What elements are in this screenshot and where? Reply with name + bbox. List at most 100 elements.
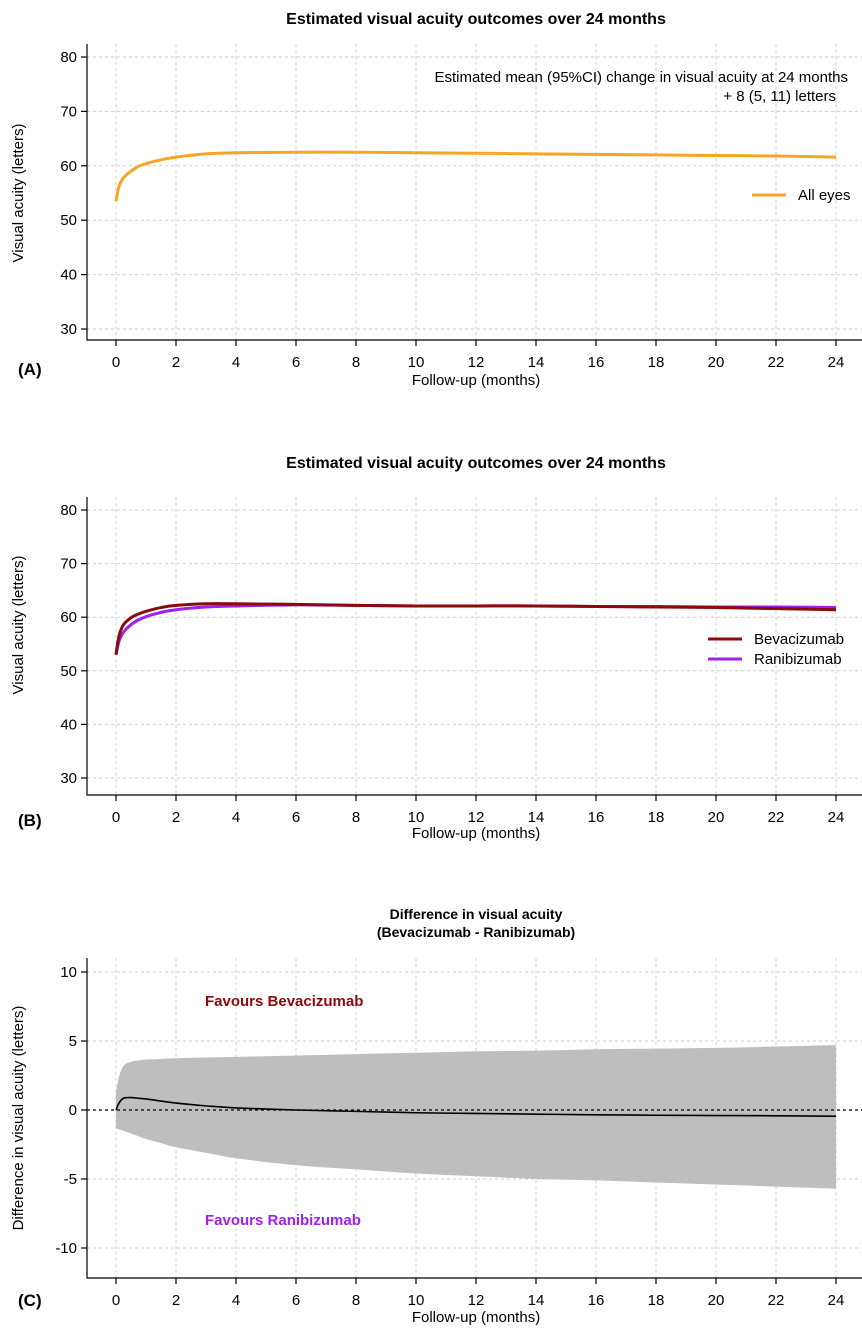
x-tick-label: 4 [232, 354, 240, 371]
x-tick-label: 8 [352, 1292, 360, 1309]
panel-b: Estimated visual acuity outcomes over 24… [10, 455, 862, 842]
panel-c-label: (C) [18, 1291, 42, 1310]
y-tick-label: 50 [60, 663, 77, 680]
panel-b-title: Estimated visual acuity outcomes over 24… [286, 455, 666, 472]
panel-a-title: Estimated visual acuity outcomes over 24… [286, 11, 666, 28]
x-tick-label: 20 [708, 809, 725, 826]
panel-c-title-line-1: Difference in visual acuity [390, 906, 563, 922]
x-tick-label: 2 [172, 809, 180, 826]
panel-b-grid [87, 497, 862, 795]
x-tick-label: 10 [408, 809, 425, 826]
x-tick-label: 16 [588, 354, 605, 371]
x-tick-label: 18 [648, 809, 665, 826]
x-tick-label: 0 [112, 354, 120, 371]
panel-a-legend: All eyes [752, 187, 851, 204]
x-tick-label: 12 [468, 809, 485, 826]
x-tick-label: 6 [292, 809, 300, 826]
panel-c-y-label: Difference in visual acuity (letters) [10, 1006, 27, 1231]
x-tick-label: 8 [352, 354, 360, 371]
series-line-bevacizumab [114, 602, 837, 655]
y-tick-label: 30 [60, 321, 77, 338]
x-tick-label: 14 [528, 809, 545, 826]
panel-b-y-label: Visual acuity (letters) [10, 556, 27, 695]
x-tick-label: 8 [352, 809, 360, 826]
x-tick-label: 6 [292, 354, 300, 371]
x-tick-label: 18 [648, 354, 665, 371]
y-tick-label: 70 [60, 103, 77, 120]
panel-b-legend: Bevacizumab Ranibizumab [708, 631, 844, 668]
x-tick-label: 24 [828, 1292, 845, 1309]
y-tick-label: 0 [69, 1102, 77, 1119]
x-tick-label: 22 [768, 1292, 785, 1309]
panel-c-y-ticks: -10 -5 0 5 10 [55, 964, 87, 1257]
x-tick-label: 6 [292, 1292, 300, 1309]
x-tick-label: 24 [828, 809, 845, 826]
favours-ranibizumab-label: Favours Ranibizumab [205, 1212, 361, 1229]
panel-b-x-ticks: 0 2 4 6 8 10 12 14 16 18 20 22 24 [112, 795, 845, 826]
x-tick-label: 0 [112, 809, 120, 826]
y-tick-label: 70 [60, 556, 77, 573]
x-tick-label: 2 [172, 354, 180, 371]
panel-a-x-label: Follow-up (months) [412, 372, 540, 389]
x-tick-label: 22 [768, 354, 785, 371]
y-tick-label: 40 [60, 267, 77, 284]
x-tick-label: 20 [708, 1292, 725, 1309]
panel-a-grid [87, 44, 862, 340]
panel-c-grid [87, 958, 862, 1278]
panel-c-x-ticks: 0 2 4 6 8 10 12 14 16 18 20 22 24 [112, 1278, 845, 1309]
x-tick-label: 10 [408, 1292, 425, 1309]
panel-a-annotation-line-1: Estimated mean (95%CI) change in visual … [434, 69, 848, 86]
legend-label-bevacizumab: Bevacizumab [754, 631, 844, 648]
y-tick-label: 40 [60, 716, 77, 733]
panel-c-axes [86, 958, 862, 1279]
panel-b-axes [86, 497, 862, 796]
panel-b-series [114, 602, 837, 656]
x-tick-label: 4 [232, 1292, 240, 1309]
y-tick-label: 30 [60, 770, 77, 787]
y-tick-label: 60 [60, 609, 77, 626]
panel-a-label: (A) [18, 360, 42, 379]
x-tick-label: 22 [768, 809, 785, 826]
confidence-band [116, 1045, 836, 1189]
panel-c: Difference in visual acuity (Bevacizumab… [10, 906, 862, 1326]
x-tick-label: 2 [172, 1292, 180, 1309]
y-tick-label: -5 [64, 1171, 77, 1188]
y-tick-label: -10 [55, 1240, 77, 1257]
panel-c-title-line-2: (Bevacizumab - Ranibizumab) [377, 924, 575, 940]
x-tick-label: 0 [112, 1292, 120, 1309]
panel-c-x-label: Follow-up (months) [412, 1309, 540, 1326]
difference-estimate-line [115, 1096, 837, 1118]
x-tick-label: 14 [528, 354, 545, 371]
x-tick-label: 14 [528, 1292, 545, 1309]
x-tick-label: 18 [648, 1292, 665, 1309]
panel-a: Estimated visual acuity outcomes over 24… [10, 11, 862, 389]
panel-a-x-ticks: 0 2 4 6 8 10 12 14 16 18 20 22 24 [112, 340, 845, 371]
x-tick-label: 4 [232, 809, 240, 826]
legend-label-ranibizumab: Ranibizumab [754, 651, 842, 668]
y-tick-label: 50 [60, 212, 77, 229]
x-tick-label: 12 [468, 354, 485, 371]
panel-b-x-label: Follow-up (months) [412, 825, 540, 842]
x-tick-label: 10 [408, 354, 425, 371]
x-tick-label: 12 [468, 1292, 485, 1309]
y-tick-label: 80 [60, 49, 77, 66]
series-line-all-eyes [114, 150, 837, 202]
panel-a-y-ticks: 30 40 50 60 70 80 [60, 49, 87, 338]
panel-a-axes [86, 44, 862, 341]
panel-a-y-label: Visual acuity (letters) [10, 124, 27, 263]
x-tick-label: 16 [588, 1292, 605, 1309]
panel-b-label: (B) [18, 811, 42, 830]
y-tick-label: 10 [60, 964, 77, 981]
panel-b-y-ticks: 30 40 50 60 70 80 [60, 502, 87, 787]
panel-a-series [114, 150, 837, 202]
favours-bevacizumab-label: Favours Bevacizumab [205, 993, 363, 1010]
panel-a-annotation-line-2: + 8 (5, 11) letters [723, 88, 836, 105]
x-tick-label: 20 [708, 354, 725, 371]
x-tick-label: 24 [828, 354, 845, 371]
y-tick-label: 80 [60, 502, 77, 519]
y-tick-label: 5 [69, 1033, 77, 1050]
legend-label-all-eyes: All eyes [798, 187, 851, 204]
y-tick-label: 60 [60, 158, 77, 175]
x-tick-label: 16 [588, 809, 605, 826]
